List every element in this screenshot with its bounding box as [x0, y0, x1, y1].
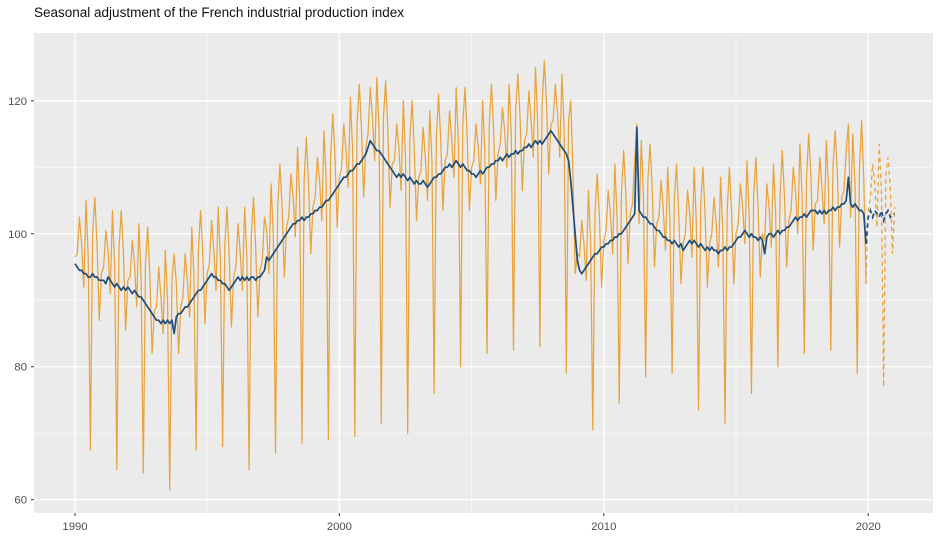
x-tick-label: 1990 [62, 521, 87, 533]
y-tick-label: 120 [8, 96, 27, 108]
y-tick-label: 80 [14, 362, 27, 374]
y-tick-label: 60 [14, 495, 27, 507]
major-gridlines [34, 33, 933, 513]
x-tick-label: 2000 [327, 521, 352, 533]
x-tick-label: 2010 [591, 521, 616, 533]
series-seasonally-adjusted-forecast-line [865, 207, 895, 244]
axes: 1990 2000 2010 2020 60 80 100 120 [8, 96, 881, 533]
y-tick-label: 100 [8, 229, 27, 241]
x-tick-label: 2020 [856, 521, 881, 533]
series-original-forecast-line [865, 143, 896, 387]
series-seasonally-adjusted-line [74, 126, 867, 335]
chart-title: Seasonal adjustment of the French indust… [34, 5, 404, 20]
